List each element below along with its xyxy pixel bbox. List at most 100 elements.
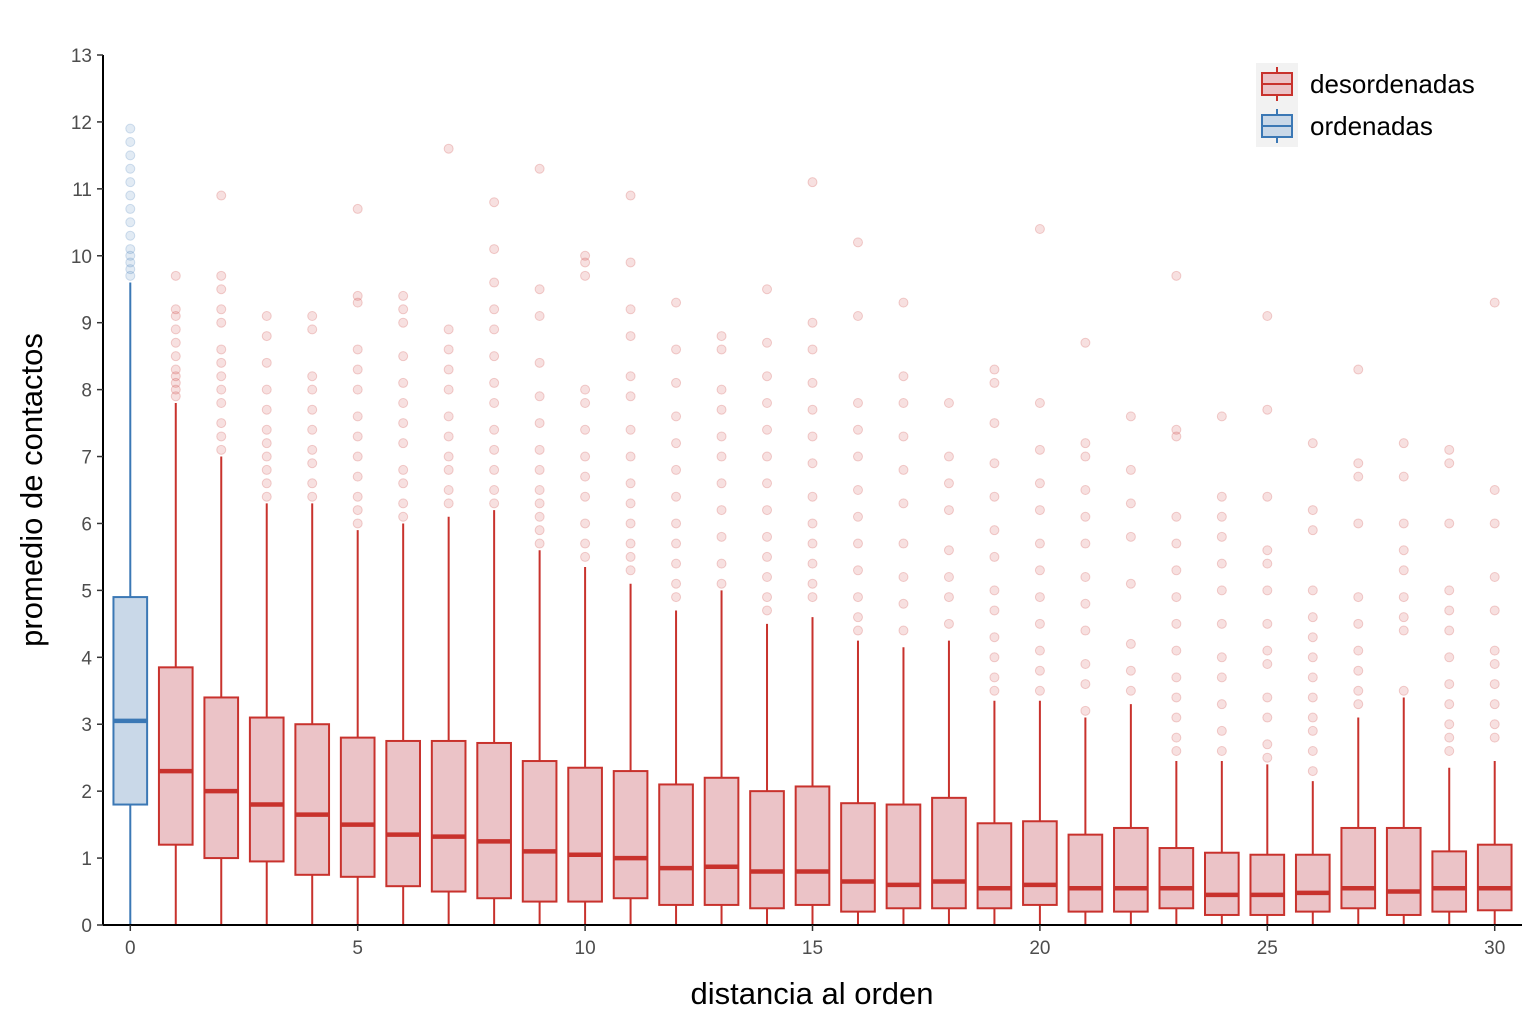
outlier-point [261, 384, 272, 395]
box-desordenadas-19 [976, 700, 1013, 925]
outlier-point [671, 344, 682, 355]
x-tick-label: 0 [125, 938, 136, 959]
outlier-point [125, 270, 136, 281]
outlier-point [1034, 505, 1045, 516]
outlier-point [852, 612, 863, 623]
outlier-point [443, 431, 454, 442]
box-iqr [749, 790, 785, 910]
outlier-point [1262, 618, 1273, 629]
outlier-point [1125, 638, 1136, 649]
outlier-point [307, 371, 318, 382]
outlier-point [398, 290, 409, 301]
outlier-point [762, 451, 773, 462]
outlier-point [307, 444, 318, 455]
outlier-point [989, 672, 1000, 683]
outlier-point [989, 605, 1000, 616]
outlier-point [307, 478, 318, 489]
outlier-point [352, 411, 363, 422]
outlier-point [852, 237, 863, 248]
outlier-point [852, 424, 863, 435]
outlier-point [1171, 511, 1182, 522]
outlier-point [580, 250, 591, 261]
outlier-point [216, 371, 227, 382]
outlier-point [943, 451, 954, 462]
box-desordenadas-8 [476, 510, 512, 925]
outlier-point [125, 137, 136, 147]
outlier-point [443, 498, 454, 509]
box-iqr [1249, 853, 1286, 916]
box-iqr [248, 716, 285, 863]
outlier-point [580, 518, 591, 529]
outlier-point [1262, 491, 1273, 502]
outlier-point [216, 317, 227, 328]
outlier-point [1489, 659, 1500, 669]
outlier-point [170, 364, 181, 375]
outlier-point [580, 538, 591, 549]
box-desordenadas-16 [840, 640, 876, 925]
outlier-point [989, 632, 1000, 643]
outlier-point [170, 304, 181, 315]
outlier-point [352, 290, 363, 301]
x-tick-label: 30 [1484, 938, 1505, 959]
box-iqr [203, 696, 240, 860]
outlier-point [1171, 692, 1182, 703]
x-axis-ticks: 0 5 10 15 20 25 30 [125, 925, 1505, 959]
outlier-point [1444, 518, 1455, 529]
box-desordenadas-29 [1431, 767, 1468, 925]
outlier-point [671, 297, 682, 308]
outlier-point [1034, 665, 1045, 676]
box-iqr [430, 739, 467, 893]
x-tick-label: 5 [352, 938, 363, 959]
outlier-point [489, 277, 500, 288]
outlier-point [1353, 685, 1364, 696]
box-desordenadas-30 [1476, 761, 1513, 925]
outlier-point [1171, 424, 1182, 435]
outlier-point [125, 250, 136, 261]
outlier-point [261, 478, 272, 489]
outlier-point [1262, 659, 1273, 669]
outlier-point [807, 404, 818, 415]
outlier-point [1080, 679, 1091, 690]
legend-label: ordenadas [1310, 111, 1433, 141]
outlier-point [1262, 404, 1273, 415]
outlier-point [1171, 645, 1182, 656]
outlier-point [534, 485, 545, 495]
outlier-point [125, 264, 136, 275]
outlier-point [852, 511, 863, 522]
outlier-point [807, 344, 818, 355]
outlier-point [1307, 505, 1318, 516]
outlier-point [943, 592, 954, 603]
box-iqr [476, 741, 512, 900]
outlier-point [716, 578, 727, 589]
outlier-point [580, 471, 591, 482]
outlier-point [1034, 645, 1045, 656]
outlier-point [716, 331, 727, 342]
outlier-point [352, 491, 363, 502]
box-desordenadas-25 [1249, 764, 1286, 925]
outlier-point [1216, 411, 1227, 422]
outlier-point [1080, 598, 1091, 609]
box-iqr [1340, 826, 1377, 910]
outlier-point [898, 431, 909, 442]
y-tick-label: 8 [81, 381, 92, 402]
outlier-point [1125, 531, 1136, 542]
box-desordenadas-2 [203, 456, 240, 925]
outlier-point [1353, 458, 1364, 469]
outlier-point [580, 424, 591, 435]
box-iqr [385, 739, 422, 888]
y-tick-label: 4 [81, 648, 92, 669]
outlier-point [489, 197, 500, 208]
outlier-point [1080, 572, 1091, 582]
outlier-point [625, 551, 636, 562]
outlier-point [216, 270, 227, 281]
outlier-point [762, 505, 773, 516]
y-tick-label: 0 [81, 916, 92, 937]
outlier-point [1444, 625, 1455, 636]
outlier-point [625, 391, 636, 402]
x-tick-label: 10 [575, 938, 596, 959]
outlier-point [307, 404, 318, 415]
box-iqr [1203, 851, 1240, 916]
outlier-point [1489, 699, 1500, 710]
outlier-point [489, 244, 500, 255]
box-desordenadas-6 [385, 523, 422, 925]
